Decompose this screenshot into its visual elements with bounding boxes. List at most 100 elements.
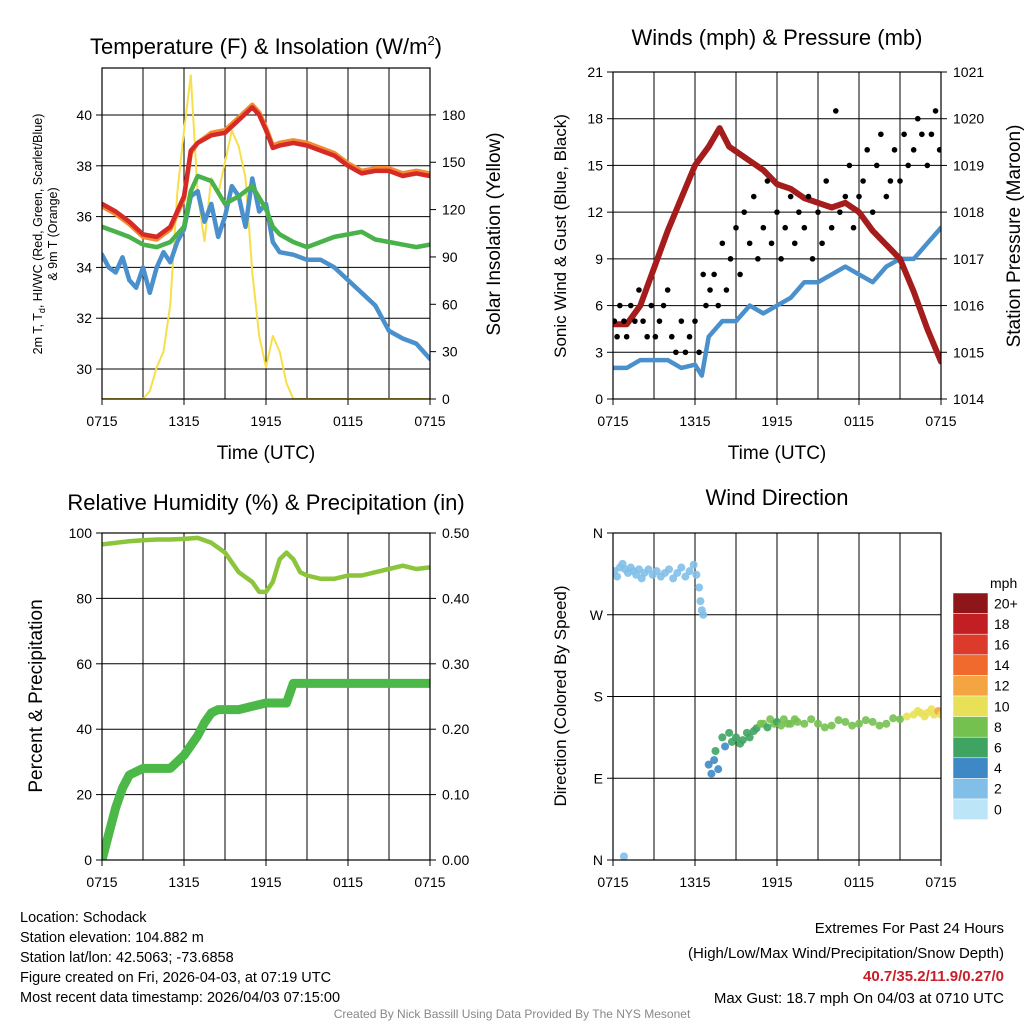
- y2-tick-label: 180: [442, 107, 466, 123]
- gust-point: [733, 224, 739, 231]
- y-tick-label: 21: [587, 64, 603, 80]
- y-tick-label: 100: [69, 525, 93, 541]
- created: Figure created on Fri, 2026-04-03, at 07…: [20, 970, 331, 986]
- y2-tick-label: 1021: [953, 64, 984, 80]
- wind-direction-point: [696, 597, 705, 606]
- gust-point: [723, 287, 730, 293]
- y-tick-label: 0: [595, 391, 603, 407]
- colorbar-swatch: [952, 757, 989, 779]
- gust-point: [905, 162, 911, 169]
- gust-point: [644, 333, 650, 340]
- y2-tick-label: 0.50: [442, 525, 469, 541]
- temp-ylabel-line2: & 9m T (Orange): [46, 187, 60, 280]
- colorbar-label: 12: [994, 678, 1010, 694]
- station-info: Location: Schodack Station elevation: 10…: [20, 910, 340, 1006]
- temp-ylabel-line1: 2m T, Td, HI/WC (Red, Green, Scarlet/Blu…: [31, 114, 47, 355]
- colorbar-swatch: [952, 736, 989, 759]
- extremes: Extremes For Past 24 Hours (High/Low/Max…: [688, 920, 1004, 1007]
- y2-tick-label: 0.40: [442, 590, 469, 606]
- wdir-ylabel: Direction (Colored By Speed): [551, 585, 570, 806]
- wind-direction-point: [738, 736, 747, 745]
- gust-point: [883, 193, 890, 200]
- gust-point: [856, 193, 862, 200]
- gust-point: [696, 349, 702, 356]
- colorbar-swatch: [952, 798, 989, 820]
- colorbar-label: 16: [994, 637, 1010, 653]
- gust-point: [737, 271, 743, 278]
- gust-point: [914, 115, 921, 122]
- max-gust: Max Gust: 18.7 mph On 04/03 at 0710 UTC: [714, 990, 1004, 1007]
- x-tick-label: 1915: [761, 413, 792, 429]
- gust-point: [791, 240, 798, 247]
- wind-direction-point: [868, 717, 877, 726]
- plot-area: [102, 535, 430, 860]
- y2-tick-label: 1015: [953, 344, 984, 360]
- y2-tick-label: 1020: [953, 111, 984, 127]
- gust-point: [648, 302, 655, 309]
- wind-direction-point: [692, 570, 701, 579]
- gust-point: [837, 209, 843, 215]
- gust-point: [682, 349, 689, 356]
- wind-direction-point: [613, 572, 622, 581]
- elevation: Station elevation: 104.882 m: [20, 930, 204, 946]
- extremes-fields: (High/Low/Max Wind/Precipitation/Snow De…: [688, 945, 1004, 962]
- latlon: Station lat/lon: 42.5063; -73.6858: [20, 950, 234, 966]
- wind-direction-point: [704, 760, 713, 769]
- wind-direction-point: [699, 610, 708, 619]
- x-tick-label: 1915: [250, 874, 281, 890]
- panel-4: N E S W N 0715 1315 1915 0115 0715: [590, 525, 957, 890]
- credit: Created By Nick Bassill Using Data Provi…: [334, 1007, 691, 1021]
- plot-area: [613, 108, 941, 378]
- colorbar-label: 0: [994, 801, 1002, 817]
- x-tick-label: 0115: [333, 874, 363, 890]
- temp-y2label: Solar Insolation (Yellow): [484, 132, 505, 335]
- 2m-t-line: [102, 105, 430, 240]
- y2-tick-label: 1017: [953, 251, 984, 267]
- location: Location: Schodack: [20, 910, 147, 926]
- precipitation-line: [102, 678, 430, 860]
- y-tick-label: W: [590, 607, 604, 623]
- gust-point: [623, 333, 630, 340]
- x-tick-label: 1315: [168, 874, 199, 890]
- gust-point: [686, 333, 693, 340]
- panel-2: 0 3 6 9 12 15 18 21 1014 1015 1016 1017 1018 1019 1020…: [587, 64, 984, 429]
- gust-point: [700, 271, 706, 278]
- gust-point: [828, 224, 835, 231]
- x-tick-label: 0115: [844, 874, 874, 890]
- x-tick-label: 0715: [414, 413, 445, 429]
- wind-direction-point: [896, 715, 904, 724]
- wind-direction-point: [718, 733, 727, 742]
- y-tick-label: 40: [76, 107, 92, 123]
- y-tick-label: 3: [595, 344, 603, 360]
- gust-point: [668, 333, 675, 340]
- wind-direction-point: [848, 721, 857, 730]
- y-tick-label: N: [593, 852, 603, 868]
- gust-point: [715, 302, 722, 309]
- gust-point: [796, 209, 802, 215]
- gust-point: [764, 178, 771, 184]
- gust-point: [873, 162, 880, 169]
- y2-tick-label: 0.10: [442, 787, 469, 803]
- x-tick-label: 0715: [925, 874, 956, 890]
- gust-point: [727, 256, 734, 262]
- x-tick-label: 1315: [679, 413, 710, 429]
- gust-point: [869, 209, 876, 215]
- gust-point: [782, 224, 788, 231]
- y-tick-label: 9: [595, 251, 603, 267]
- wind-direction-point: [937, 710, 941, 719]
- y-tick-label: 32: [76, 310, 92, 326]
- gust-point: [692, 318, 698, 324]
- temp-xlabel: Time (UTC): [217, 443, 316, 464]
- gust-point: [901, 131, 907, 138]
- gust-point: [636, 287, 642, 293]
- extremes-values: 40.7/35.2/11.9/0.27/0: [863, 968, 1004, 985]
- x-tick-label: 0715: [597, 874, 628, 890]
- wind-direction-point: [711, 747, 720, 755]
- wind-direction-point: [677, 563, 686, 572]
- wind-direction-point: [841, 717, 850, 726]
- y-tick-label: 80: [76, 590, 92, 606]
- x-tick-label: 1915: [761, 874, 792, 890]
- gust-point: [815, 209, 821, 215]
- gust-point: [768, 240, 775, 247]
